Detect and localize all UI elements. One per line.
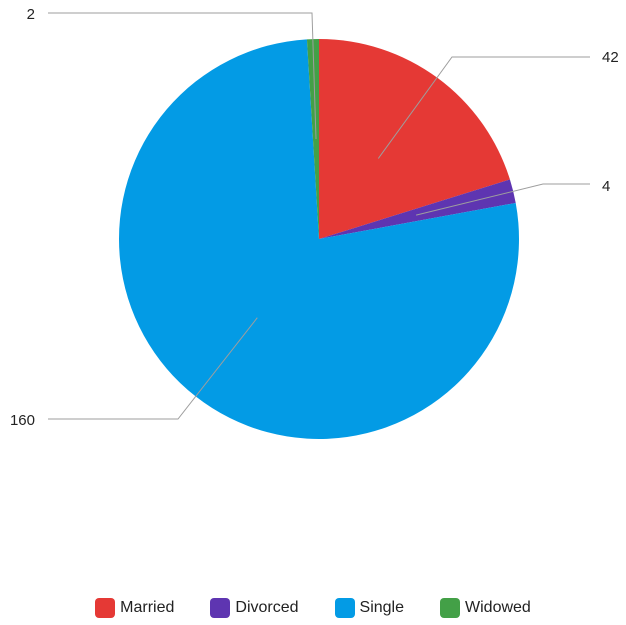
data-label-divorced: 4 bbox=[602, 178, 610, 195]
leader-line-divorced bbox=[415, 183, 590, 216]
data-labels: 42 4 160 2 bbox=[10, 6, 619, 429]
legend-swatch-married bbox=[95, 598, 116, 618]
legend-swatch-single bbox=[334, 598, 355, 618]
legend-swatch-widowed bbox=[440, 598, 461, 618]
pie-chart-svg: 42 4 160 2 bbox=[10, 6, 619, 439]
legend-item-widowed[interactable]: Widowed bbox=[440, 598, 531, 618]
leader-line-single bbox=[48, 317, 258, 420]
legend: Married Divorced Single Widowed bbox=[0, 598, 626, 618]
leader-line-married bbox=[377, 56, 590, 159]
legend-label-widowed: Widowed bbox=[465, 599, 531, 616]
leader-line-widowed bbox=[48, 12, 317, 140]
legend-item-married[interactable]: Married bbox=[95, 598, 174, 618]
pie-slice-widowed[interactable] bbox=[306, 38, 319, 239]
leader-lines bbox=[48, 12, 590, 420]
data-label-widowed: 2 bbox=[27, 6, 35, 23]
data-label-married: 42 bbox=[602, 49, 619, 66]
legend-swatch-divorced bbox=[210, 598, 231, 618]
pie-slice-divorced[interactable] bbox=[319, 179, 516, 240]
data-label-single: 160 bbox=[10, 412, 35, 429]
legend-label-divorced: Divorced bbox=[235, 599, 299, 616]
legend-item-divorced[interactable]: Divorced bbox=[210, 598, 299, 618]
pie-slice-single[interactable] bbox=[118, 39, 519, 439]
legend-label-married: Married bbox=[120, 599, 175, 616]
pie-slice-married[interactable] bbox=[319, 39, 510, 239]
legend-label-single: Single bbox=[359, 599, 405, 616]
legend-item-single[interactable]: Single bbox=[334, 598, 405, 618]
pie-slices bbox=[118, 38, 519, 439]
